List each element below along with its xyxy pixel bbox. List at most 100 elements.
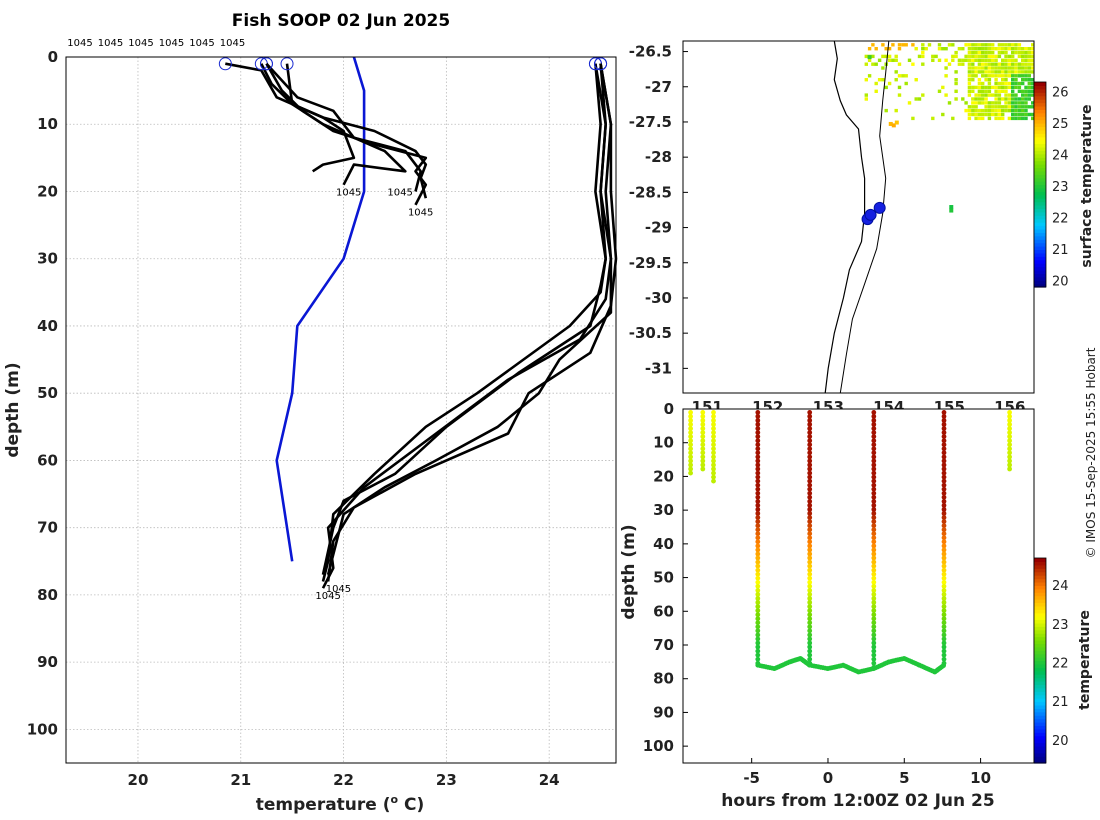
section-point <box>807 620 813 626</box>
x-axis-label: temperature (o C) <box>256 793 425 815</box>
sst-cell <box>984 105 988 109</box>
colorbar-segment <box>1034 276 1046 281</box>
section-point <box>807 543 813 549</box>
sst-cell <box>1017 85 1022 90</box>
sst-cell <box>991 108 995 113</box>
sst-cell <box>984 101 988 105</box>
section-point <box>941 523 947 529</box>
sst-cell <box>981 70 985 74</box>
section-point <box>755 604 761 609</box>
y-tick-label: 30 <box>37 250 58 268</box>
section-point <box>755 503 761 508</box>
section-point <box>941 458 947 464</box>
sst-cell <box>1021 81 1025 86</box>
sst-cell <box>881 66 885 70</box>
sst-cell <box>947 43 952 47</box>
section-point <box>941 482 947 488</box>
sst-cell <box>987 50 992 55</box>
sst-cell <box>921 43 925 47</box>
sst-cell <box>864 93 868 97</box>
section-point <box>688 410 693 415</box>
section-point <box>807 592 813 597</box>
profile-start-marker <box>280 57 294 71</box>
sst-cell <box>971 105 975 109</box>
section-point <box>941 616 947 622</box>
section-point <box>755 600 761 605</box>
section-y-tick-label: 60 <box>653 602 674 620</box>
section-point <box>755 559 761 565</box>
colorbar-segment <box>1034 585 1046 590</box>
sst-cell <box>1001 78 1005 82</box>
map-y-tick-label: -30 <box>645 289 672 307</box>
section-point <box>807 426 813 431</box>
section-point <box>755 519 761 524</box>
sst-cell <box>887 81 892 86</box>
sst-cell <box>984 58 988 62</box>
sst-cell <box>1021 116 1025 121</box>
colorbar-segment <box>1034 177 1046 182</box>
section-point <box>807 559 813 565</box>
section-point <box>807 418 813 423</box>
colorbar-segment <box>1034 564 1046 569</box>
section-point <box>755 450 761 456</box>
colorbar-segment <box>1034 561 1046 566</box>
section-point <box>941 438 947 444</box>
section-point <box>807 648 813 654</box>
section-point <box>755 648 761 654</box>
section-point <box>941 559 947 565</box>
sst-cell <box>1011 66 1015 70</box>
sst-cell <box>1011 81 1015 86</box>
sst-cell <box>974 50 978 55</box>
sst-cell <box>1027 62 1031 66</box>
sst-cell <box>961 58 965 62</box>
section-point <box>700 426 706 431</box>
sst-cell <box>911 62 915 66</box>
sst-cell <box>971 89 975 93</box>
sst-cell <box>977 97 982 101</box>
section-point <box>807 624 813 630</box>
section-point <box>941 628 947 634</box>
section-point <box>755 515 761 520</box>
section-point <box>871 535 877 541</box>
section-point <box>871 482 877 488</box>
colorbar-segment <box>1034 663 1046 668</box>
section-point <box>871 567 877 573</box>
section-point <box>807 656 813 662</box>
sst-cell <box>1031 93 1035 97</box>
station-marker <box>873 201 886 214</box>
sst-cell <box>1021 89 1025 93</box>
section-y-tick-label: 10 <box>653 434 674 452</box>
sst-cell <box>991 54 995 59</box>
sst-cell <box>921 62 925 66</box>
section-point <box>941 466 947 472</box>
section-point <box>755 539 761 545</box>
section-point <box>807 535 813 541</box>
section-panel: 0 10 20 30 40 50 60 70 80 90 100 -5 0 5 10 20 21 22 23 24… <box>619 400 1093 811</box>
sst-cell <box>1027 70 1031 74</box>
section-point <box>688 414 693 419</box>
colorbar-segment <box>1034 263 1046 268</box>
sst-cell <box>981 62 985 66</box>
sst-cell <box>951 116 955 121</box>
section-point <box>711 458 716 464</box>
sst-cell <box>974 93 978 97</box>
section-point <box>941 652 947 658</box>
sst-cell <box>994 108 998 113</box>
sst-cell <box>931 116 935 121</box>
sst-cell <box>984 108 988 113</box>
section-point <box>807 503 813 508</box>
sst-cell <box>967 74 972 78</box>
section-point <box>1007 430 1012 435</box>
section-point <box>871 563 877 569</box>
colorbar-segment <box>1034 82 1046 87</box>
sst-cell <box>1021 50 1025 55</box>
sst-cell <box>967 81 972 86</box>
colorbar-segment <box>1034 722 1046 727</box>
section-point <box>688 450 693 456</box>
map-colorbar-tick-label: 26 <box>1052 85 1069 100</box>
sst-cell <box>1031 89 1035 93</box>
section-point <box>711 438 716 444</box>
sst-cell <box>884 108 888 113</box>
sst-cell <box>1024 89 1028 93</box>
sst-cell <box>991 112 995 117</box>
